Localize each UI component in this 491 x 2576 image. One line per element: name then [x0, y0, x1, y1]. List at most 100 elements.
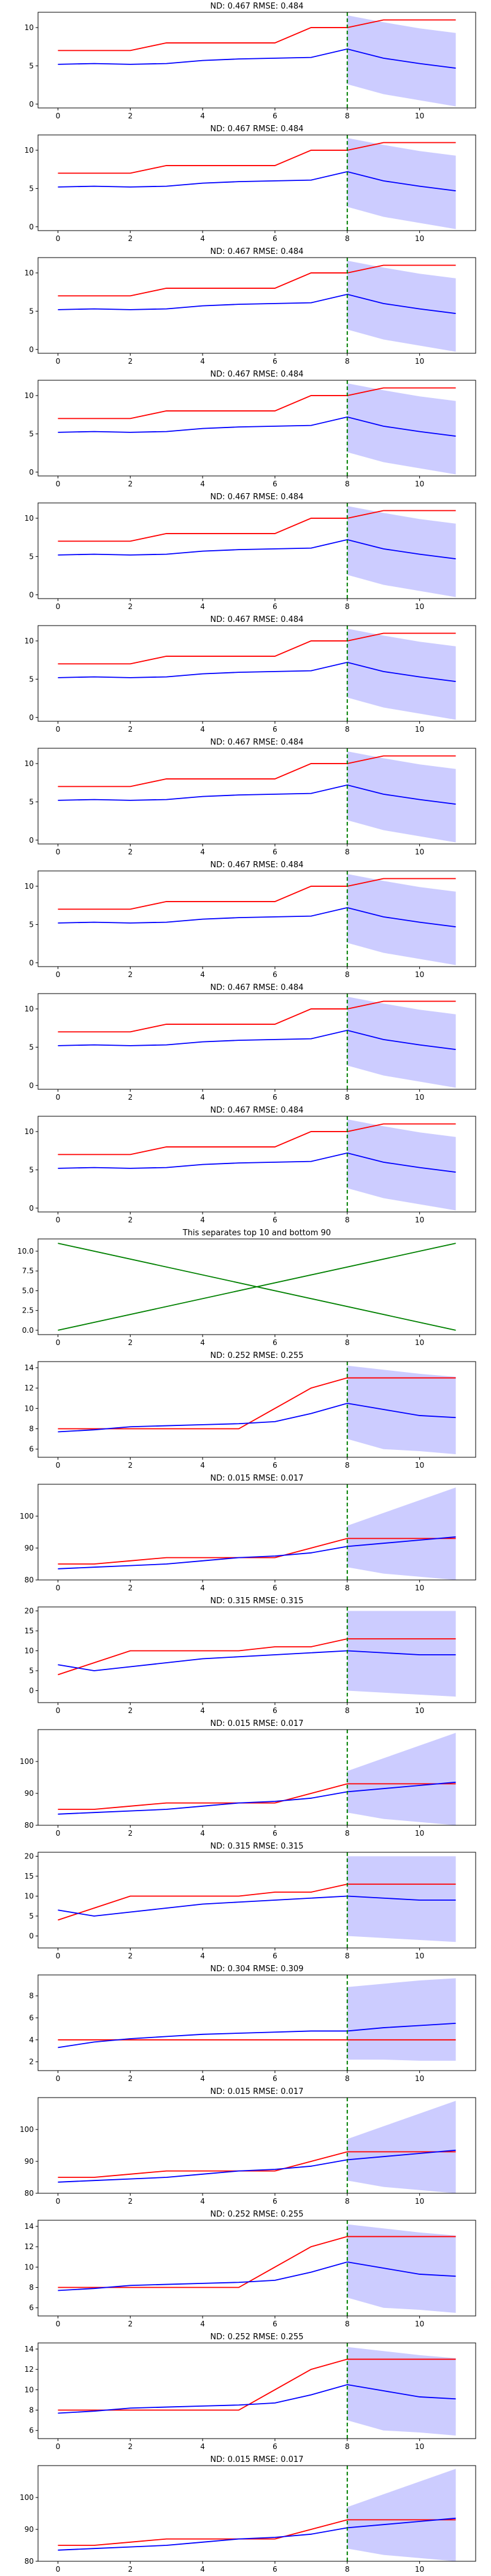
- plot-area: [58, 2220, 456, 2316]
- y-tick-label: 90: [25, 1789, 34, 1798]
- series-line-2: [58, 661, 456, 682]
- x-tick-label: 2: [128, 848, 133, 856]
- series-line-1: [58, 1884, 456, 1921]
- x-tick-label: 4: [200, 1706, 205, 1715]
- y-tick-label: 10: [25, 514, 34, 523]
- x-tick-label: 0: [56, 1829, 61, 1838]
- forecast-interval-band: [347, 1365, 456, 1455]
- y-tick-label: 0: [29, 1204, 34, 1213]
- y-tick-label: 12: [25, 2242, 34, 2251]
- x-tick-label: 10: [415, 848, 424, 856]
- x-tick-label: 8: [345, 2565, 350, 2574]
- y-tick-label: 10: [25, 1404, 34, 1413]
- x-tick-label: 2: [128, 1216, 133, 1224]
- y-tick-label: 0: [29, 468, 34, 477]
- x-tick-label: 4: [200, 1216, 205, 1224]
- y-tick-label: 5: [29, 920, 34, 929]
- chart-panel-20: 0 2 4 6 8 10 6 8 10 12 14 ND: 0.252 RMSE: 0.255: [25, 2333, 476, 2451]
- y-tick-label: 10: [25, 269, 34, 277]
- series-line-2: [58, 1895, 456, 1917]
- x-tick-label: 6: [273, 2320, 277, 2328]
- y-tick-label: 10: [25, 1647, 34, 1655]
- axes-frame: [37, 1606, 476, 1703]
- y-tick-label: 0: [29, 345, 34, 354]
- chart-panel-7: 0 2 4 6 8 10 0 5 10 ND: 0.467 RMSE: 0.484: [25, 738, 476, 856]
- y-tick-label: 8: [29, 1991, 34, 2000]
- forecast-interval-band: [347, 2224, 456, 2313]
- y-tick-label: 20: [25, 1852, 34, 1861]
- y-tick-label: 12: [25, 2365, 34, 2374]
- x-tick-label: 0: [56, 725, 61, 734]
- x-tick-label: 4: [200, 1952, 205, 1960]
- axes-frame: [37, 134, 476, 231]
- x-tick-label: 4: [200, 357, 205, 366]
- x-tick-label: 6: [273, 1093, 277, 1102]
- x-tick-label: 8: [345, 848, 350, 856]
- x-tick-label: 4: [200, 970, 205, 979]
- series-line-1: [58, 2151, 456, 2178]
- chart-title: ND: 0.467 RMSE: 0.484: [210, 738, 303, 747]
- y-tick-label: 5: [29, 184, 34, 193]
- chart-title: ND: 0.467 RMSE: 0.484: [210, 493, 303, 502]
- x-tick-label: 6: [273, 848, 277, 856]
- series-line-1: [58, 1123, 456, 1156]
- x-tick-label: 6: [273, 1461, 277, 1470]
- series-line-1: [58, 1783, 456, 1810]
- series-line-1: [58, 2358, 456, 2411]
- x-tick-label: 10: [415, 1461, 424, 1470]
- plot-area: [58, 135, 456, 231]
- y-tick-label: 5: [29, 1165, 34, 1174]
- series-line-1: [58, 510, 456, 542]
- x-tick-label: 8: [345, 602, 350, 611]
- y-tick-label: 0: [29, 100, 34, 109]
- x-tick-label: 8: [345, 1216, 350, 1224]
- axes-frame: [37, 1116, 476, 1213]
- plot-area: [58, 2098, 456, 2193]
- x-tick-label: 2: [128, 1338, 133, 1347]
- y-tick-label: 5: [29, 307, 34, 315]
- x-tick-label: 0: [56, 480, 61, 488]
- x-tick-label: 0: [56, 1706, 61, 1715]
- series-line-2: [58, 1403, 456, 1433]
- x-tick-label: 0: [56, 1584, 61, 1592]
- x-tick-label: 2: [128, 1461, 133, 1470]
- y-tick-label: 100: [20, 2125, 34, 2134]
- x-tick-label: 6: [273, 357, 277, 366]
- series-line-2: [58, 1152, 456, 1173]
- chart-panel-16: 0 2 4 6 8 10 0 5 10 15 20 ND: 0.315 RMSE: 0.315: [25, 1842, 476, 1960]
- x-tick-label: 4: [200, 848, 205, 856]
- x-tick-label: 4: [200, 1338, 205, 1347]
- x-tick-label: 10: [415, 2320, 424, 2328]
- chart-title: ND: 0.252 RMSE: 0.255: [210, 2210, 303, 2219]
- x-tick-label: 6: [273, 1829, 277, 1838]
- x-tick-label: 10: [415, 2442, 424, 2451]
- chart-panel-5: 0 2 4 6 8 10 0 5 10 ND: 0.467 RMSE: 0.484: [25, 493, 476, 611]
- chart-title: ND: 0.304 RMSE: 0.309: [210, 1965, 303, 1974]
- y-tick-label: 5: [29, 675, 34, 683]
- plot-area: [58, 2343, 456, 2439]
- chart-title: ND: 0.015 RMSE: 0.017: [210, 2455, 303, 2464]
- y-tick-label: 0: [29, 1932, 34, 1941]
- y-tick-label: 10: [25, 23, 34, 32]
- x-tick-label: 2: [128, 1829, 133, 1838]
- y-tick-label: 80: [25, 2557, 34, 2566]
- chart-panel-9: 0 2 4 6 8 10 0 5 10 ND: 0.467 RMSE: 0.484: [25, 983, 476, 1102]
- series-line-1: [58, 2236, 456, 2288]
- y-tick-label: 15: [25, 1872, 34, 1880]
- x-tick-label: 2: [128, 357, 133, 366]
- axes-frame: [37, 2097, 476, 2194]
- chart-title: ND: 0.467 RMSE: 0.484: [210, 2, 303, 11]
- y-tick-label: 5: [29, 552, 34, 561]
- y-tick-label: 10: [25, 759, 34, 768]
- x-tick-label: 0: [56, 1952, 61, 1960]
- y-tick-label: 8: [29, 2406, 34, 2415]
- y-tick-label: 10: [25, 1892, 34, 1901]
- x-tick-label: 4: [200, 2442, 205, 2451]
- series-line-2: [58, 784, 456, 805]
- chart-title: ND: 0.467 RMSE: 0.484: [210, 861, 303, 870]
- plot-area: [58, 1362, 456, 1457]
- plot-area: [58, 748, 456, 844]
- series-line-1: [58, 1377, 456, 1430]
- chart-title: ND: 0.467 RMSE: 0.484: [210, 247, 303, 256]
- chart-panel-15: 0 2 4 6 8 10 80 90 100 ND: 0.015 RMSE: 0.017: [20, 1719, 476, 1838]
